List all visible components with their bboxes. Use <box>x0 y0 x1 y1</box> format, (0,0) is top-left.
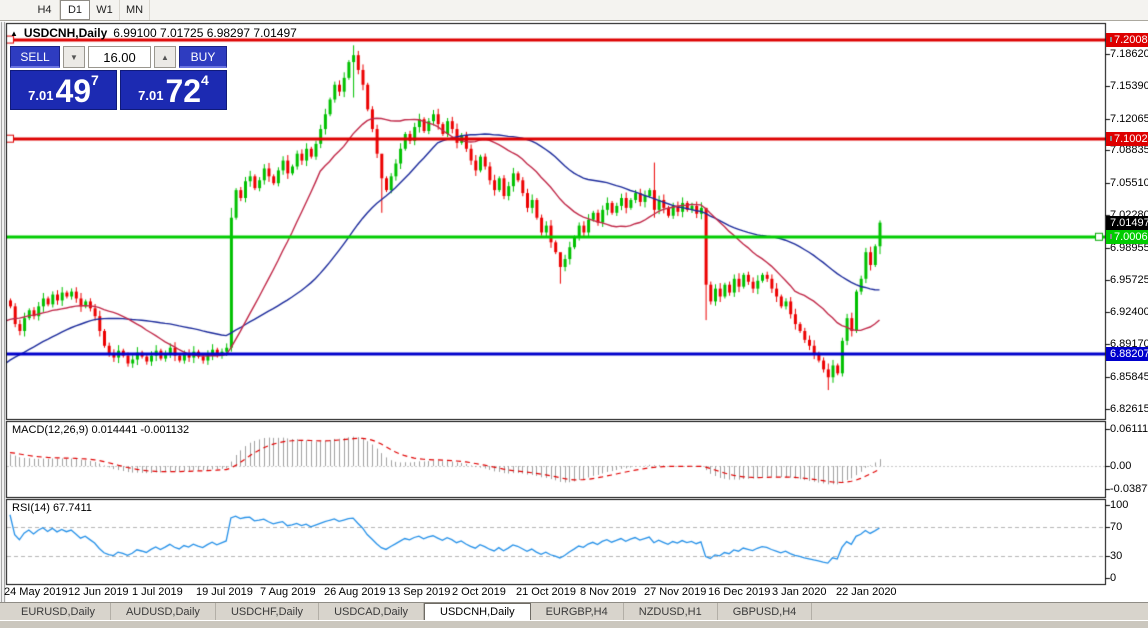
symbol-tab-usdcad[interactable]: USDCAD,Daily <box>319 603 425 620</box>
macd-scale-label: 0.061119 <box>1110 423 1148 436</box>
price-tick-label: 7.12065 <box>1110 112 1148 125</box>
volume-decrease-button[interactable]: ▼ <box>63 46 85 68</box>
date-axis-label: 27 Nov 2019 <box>644 586 707 598</box>
date-axis-label: 22 Jan 2020 <box>836 586 897 598</box>
hline-price-label: 7.20085 <box>1106 32 1148 47</box>
price-tick-label: 7.15390 <box>1110 79 1148 92</box>
symbol-tab-gbpusd[interactable]: GBPUSD,H4 <box>718 603 813 620</box>
price-tick-label: 6.95725 <box>1110 273 1148 286</box>
chart-ohlc-values: 6.99100 7.01725 6.98297 7.01497 <box>113 26 297 40</box>
line-anchor-icon <box>1110 136 1112 142</box>
symbol-tab-eurgbp[interactable]: EURGBP,H4 <box>531 603 624 620</box>
date-axis-label: 19 Jul 2019 <box>196 586 253 598</box>
date-axis-label: 1 Jul 2019 <box>132 586 183 598</box>
line-anchor-icon <box>1110 234 1112 240</box>
buy-button[interactable]: BUY <box>179 46 227 68</box>
chart-symbol-label: USDCNH,Daily <box>23 26 108 40</box>
date-axis-label: 12 Jun 2019 <box>68 586 129 598</box>
buy-price-pip-digit: 4 <box>201 72 209 88</box>
date-axis-label: 2 Oct 2019 <box>452 586 506 598</box>
date-axis-label: 7 Aug 2019 <box>260 586 316 598</box>
one-click-trading-panel: SELL ▼ 16.00 ▲ BUY 7.01 49 7 7.01 72 4 <box>10 46 227 110</box>
expand-triangle-icon: ▲ <box>10 28 18 38</box>
timeframe-button-w1[interactable]: W1 <box>90 0 120 20</box>
date-axis-label: 24 May 2019 <box>4 586 68 598</box>
sell-button[interactable]: SELL <box>10 46 60 68</box>
price-tick-label: 6.82615 <box>1110 402 1148 415</box>
date-axis-label: 13 Sep 2019 <box>388 586 451 598</box>
macd-scale-label: 0.00 <box>1110 460 1132 472</box>
date-axis-label: 3 Jan 2020 <box>772 586 827 598</box>
symbol-tab-bar: EURUSD,Daily AUDUSD,Daily USDCHF,Daily USDC… <box>0 602 1148 620</box>
price-tick-label: 7.08835 <box>1110 144 1148 157</box>
symbol-tab-nzdusd[interactable]: NZDUSD,H1 <box>624 603 718 620</box>
price-tick-label: 7.05510 <box>1110 177 1148 190</box>
buy-price-box[interactable]: 7.01 72 4 <box>120 70 227 110</box>
hline-price-label: 7.00062 <box>1106 229 1148 244</box>
buy-price-prefix: 7.01 <box>138 88 164 103</box>
hline-price-label: 6.88207 <box>1106 346 1148 361</box>
date-axis-label: 21 Oct 2019 <box>516 586 576 598</box>
date-axis-label: 26 Aug 2019 <box>324 586 386 598</box>
symbol-tab-usdcnh[interactable]: USDCNH,Daily <box>424 603 531 620</box>
rsi-scale-label: 0 <box>1110 572 1117 584</box>
buy-price-big-digits: 72 <box>165 73 202 109</box>
sell-price-prefix: 7.01 <box>28 88 54 103</box>
sell-price-box[interactable]: 7.01 49 7 <box>10 70 117 110</box>
date-axis: 24 May 2019 12 Jun 2019 1 Jul 2019 19 Jul 2… <box>0 586 1105 601</box>
date-axis-label: 16 Dec 2019 <box>708 586 771 598</box>
hline-price-label: 7.10023 <box>1106 131 1148 146</box>
price-tick-label: 6.92400 <box>1110 306 1148 319</box>
macd-scale-label: -0.03877 <box>1110 483 1148 496</box>
price-tick-label: 6.98955 <box>1110 241 1148 254</box>
sell-price-big-digits: 49 <box>55 73 92 109</box>
volume-input[interactable]: 16.00 <box>88 46 151 68</box>
timeframe-button-h4[interactable]: H4 <box>30 0 60 20</box>
line-anchor-icon <box>1110 37 1112 43</box>
chart-title: ▲ USDCNH,Daily 6.99100 7.01725 6.98297 7… <box>10 26 297 40</box>
rsi-scale-label: 70 <box>1110 520 1123 533</box>
rsi-scale-label: 100 <box>1110 499 1129 511</box>
timeframe-button-d1[interactable]: D1 <box>60 0 90 20</box>
timeframe-button-mn[interactable]: MN <box>120 0 151 20</box>
volume-increase-button[interactable]: ▲ <box>154 46 176 68</box>
date-axis-label: 8 Nov 2019 <box>580 586 637 598</box>
macd-indicator-label: MACD(12,26,9) 0.014441 -0.001132 <box>12 424 190 436</box>
rsi-scale-label: 30 <box>1110 550 1123 563</box>
sell-price-pip-digit: 7 <box>91 72 99 88</box>
current-price-label: 7.01497 <box>1106 215 1148 230</box>
price-tick-label: 6.85845 <box>1110 370 1148 383</box>
timeframe-toolbar: H4 D1 W1 MN <box>0 0 1148 21</box>
symbol-tab-audusd[interactable]: AUDUSD,Daily <box>111 603 216 620</box>
window-bottom-strip <box>0 620 1148 628</box>
symbol-tab-eurusd[interactable]: EURUSD,Daily <box>6 603 111 620</box>
symbol-tab-usdchf[interactable]: USDCHF,Daily <box>216 603 320 620</box>
rsi-indicator-label: RSI(14) 67.7411 <box>12 502 92 514</box>
price-tick-label: 7.18620 <box>1110 48 1148 60</box>
